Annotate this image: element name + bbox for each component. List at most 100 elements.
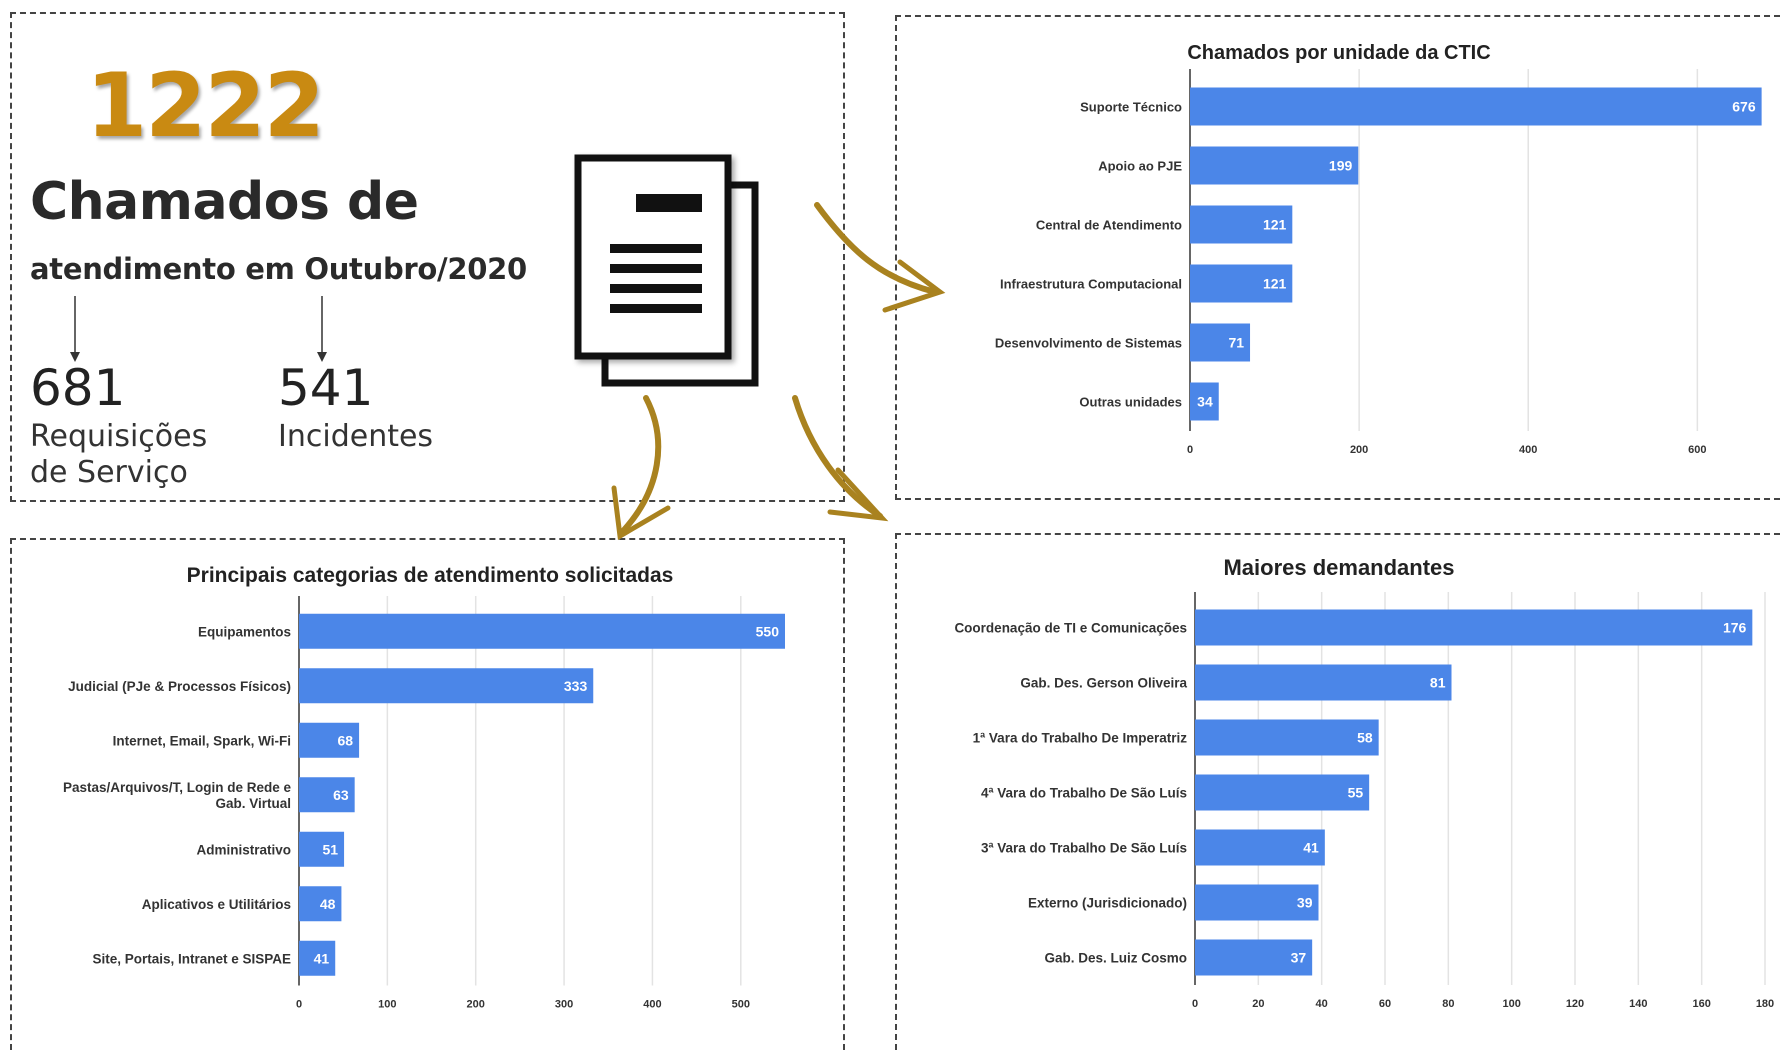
bar-value-label: 41 xyxy=(314,950,330,966)
bar-value-label: 55 xyxy=(1348,785,1364,801)
arrow-down-icon xyxy=(317,296,327,362)
arrow-down-icon xyxy=(70,296,80,362)
category-label: Gab. Des. Gerson Oliveira xyxy=(1020,676,1187,691)
chart-title: Principais categorias de atendimento sol… xyxy=(187,564,674,587)
bar-value-label: 58 xyxy=(1357,730,1373,746)
category-label: 4ª Vara do Trabalho De São Luís xyxy=(981,786,1187,801)
bar xyxy=(1190,205,1293,244)
x-tick-label: 0 xyxy=(1187,444,1193,456)
bar-value-label: 121 xyxy=(1263,217,1287,233)
category-label: Suporte Técnico xyxy=(1080,100,1182,115)
bar xyxy=(1195,884,1319,921)
bar xyxy=(1190,87,1762,126)
category-label: Outras unidades xyxy=(1079,395,1182,410)
bar xyxy=(1195,939,1313,976)
x-tick-label: 400 xyxy=(1519,444,1537,456)
category-label: Equipamentos xyxy=(198,624,291,639)
bar-value-label: 176 xyxy=(1723,620,1747,636)
bar xyxy=(1195,774,1370,811)
category-label: Judicial (PJe & Processos Físicos) xyxy=(68,679,291,694)
category-label: 3ª Vara do Trabalho De São Luís xyxy=(981,841,1187,856)
bar-value-label: 199 xyxy=(1329,158,1353,174)
bar xyxy=(299,722,360,758)
bar-value-label: 41 xyxy=(1303,840,1319,856)
x-tick-label: 0 xyxy=(296,999,302,1011)
x-tick-label: 300 xyxy=(555,999,573,1011)
bar xyxy=(1195,664,1452,701)
category-label: Administrativo xyxy=(196,842,291,857)
bar-value-label: 39 xyxy=(1297,895,1313,911)
summary-panel: 1222 Chamados de atendimento em Outubro/… xyxy=(10,12,845,502)
category-label: Site, Portais, Intranet e SISPAE xyxy=(92,951,291,966)
summary-title: Chamados de xyxy=(30,172,419,232)
incidents-label: Incidentes xyxy=(278,419,434,454)
category-label: Central de Atendimento xyxy=(1036,218,1182,233)
category-label: Apoio ao PJE xyxy=(1098,159,1182,174)
total-tickets: 1222 xyxy=(86,54,325,157)
chart-title: Chamados por unidade da CTIC xyxy=(1187,42,1490,64)
x-tick-label: 140 xyxy=(1629,998,1647,1010)
bar-value-label: 63 xyxy=(333,787,349,803)
x-tick-label: 100 xyxy=(1502,998,1520,1010)
bar-value-label: 81 xyxy=(1430,675,1446,691)
document-icon xyxy=(574,154,759,387)
x-tick-label: 100 xyxy=(378,999,396,1011)
ctic-bar-chart: Chamados por unidade da CTIC 0 200 400 600 67… xyxy=(995,42,1762,456)
bar xyxy=(299,886,342,922)
bar xyxy=(299,668,594,704)
summary-subtitle: atendimento em Outubro/2020 xyxy=(30,252,527,286)
x-tick-label: 120 xyxy=(1566,998,1584,1010)
categories-chart-panel: Principais categorias de atendimento sol… xyxy=(10,538,845,1050)
category-label: Pastas/Arquivos/T, Login de Rede e Gab. V… xyxy=(63,780,292,811)
demandantes-chart-panel: Maiores demandantes 0 20 40 60 80 100 120 140 160… xyxy=(895,533,1780,1050)
bar-value-label: 68 xyxy=(338,732,354,748)
bar-value-label: 34 xyxy=(1197,394,1213,410)
bar-value-label: 121 xyxy=(1263,276,1287,292)
x-tick-label: 160 xyxy=(1692,998,1710,1010)
category-label: Aplicativos e Utilitários xyxy=(142,897,291,912)
bar-value-label: 51 xyxy=(322,841,338,857)
ctic-chart-panel: Chamados por unidade da CTIC 0 200 400 600 67… xyxy=(895,15,1780,500)
x-tick-label: 400 xyxy=(643,999,661,1011)
bar-value-label: 37 xyxy=(1291,950,1307,966)
bar-value-label: 676 xyxy=(1732,99,1756,115)
x-tick-label: 0 xyxy=(1192,998,1198,1010)
category-label: Desenvolvimento de Sistemas xyxy=(995,336,1182,351)
incidents-value: 541 xyxy=(278,359,374,417)
bar-value-label: 71 xyxy=(1228,335,1244,351)
bar xyxy=(299,831,345,867)
bar xyxy=(299,940,336,976)
bar xyxy=(1195,609,1753,646)
bar-value-label: 333 xyxy=(564,678,588,694)
x-tick-label: 20 xyxy=(1252,998,1264,1010)
chart-title: Maiores demandantes xyxy=(1223,555,1454,580)
x-tick-label: 80 xyxy=(1442,998,1454,1010)
categories-bar-chart: Principais categorias de atendimento sol… xyxy=(63,564,785,1011)
bar xyxy=(299,613,785,649)
x-tick-label: 600 xyxy=(1688,444,1706,456)
x-tick-label: 200 xyxy=(467,999,485,1011)
demandantes-bar-chart: Maiores demandantes 0 20 40 60 80 100 120 140 160… xyxy=(954,555,1774,1010)
bar xyxy=(1190,382,1219,421)
x-tick-label: 180 xyxy=(1756,998,1774,1010)
category-label: Internet, Email, Spark, Wi-Fi xyxy=(113,733,291,748)
bar-value-label: 48 xyxy=(320,896,336,912)
x-tick-label: 500 xyxy=(732,999,750,1011)
x-tick-label: 40 xyxy=(1316,998,1328,1010)
bar xyxy=(1195,829,1325,866)
bar xyxy=(299,777,355,813)
x-tick-label: 200 xyxy=(1350,444,1368,456)
bar xyxy=(1190,146,1359,185)
bar xyxy=(1195,719,1379,756)
category-label: Gab. Des. Luiz Cosmo xyxy=(1044,951,1187,966)
x-tick-label: 60 xyxy=(1379,998,1391,1010)
requests-label: Requisições de Serviço xyxy=(30,419,208,490)
bar xyxy=(1190,264,1293,303)
bar-value-label: 550 xyxy=(756,623,780,639)
category-label: Infraestrutura Computacional xyxy=(1000,277,1182,292)
requests-value: 681 xyxy=(30,359,126,417)
category-label: Externo (Jurisdicionado) xyxy=(1028,896,1187,911)
category-label: 1ª Vara do Trabalho De Imperatriz xyxy=(973,731,1188,746)
category-label: Coordenação de TI e Comunicações xyxy=(954,621,1187,636)
bar xyxy=(1190,323,1251,362)
